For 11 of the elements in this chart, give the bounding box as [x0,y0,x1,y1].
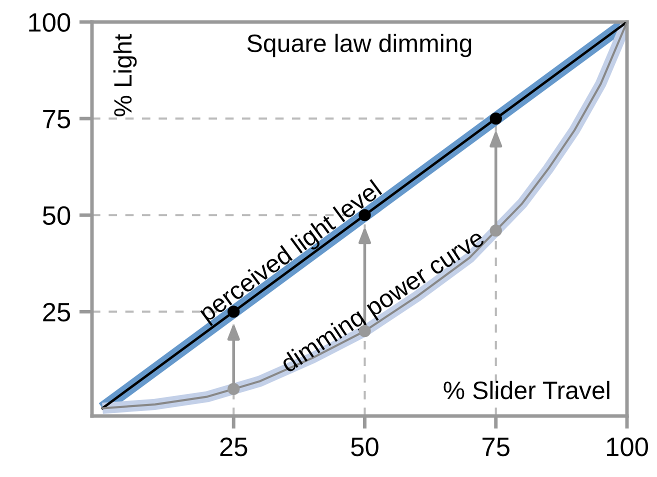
x-tick-label: 25 [220,438,248,456]
x-tick-label: 50 [351,438,378,456]
x-axis-title: % Slider Travel [444,380,610,400]
chart-title: Square law dimming [247,34,472,58]
y-axis-title: % Light [113,34,137,116]
y-tick-label: 75 [43,110,70,128]
y-tick-label: 50 [42,206,70,225]
y-tick-label: 25 [43,302,70,322]
y-tick-label: 100 [29,13,70,32]
x-tick-label: 100 [607,438,648,456]
x-tick-label: 75 [482,438,510,456]
